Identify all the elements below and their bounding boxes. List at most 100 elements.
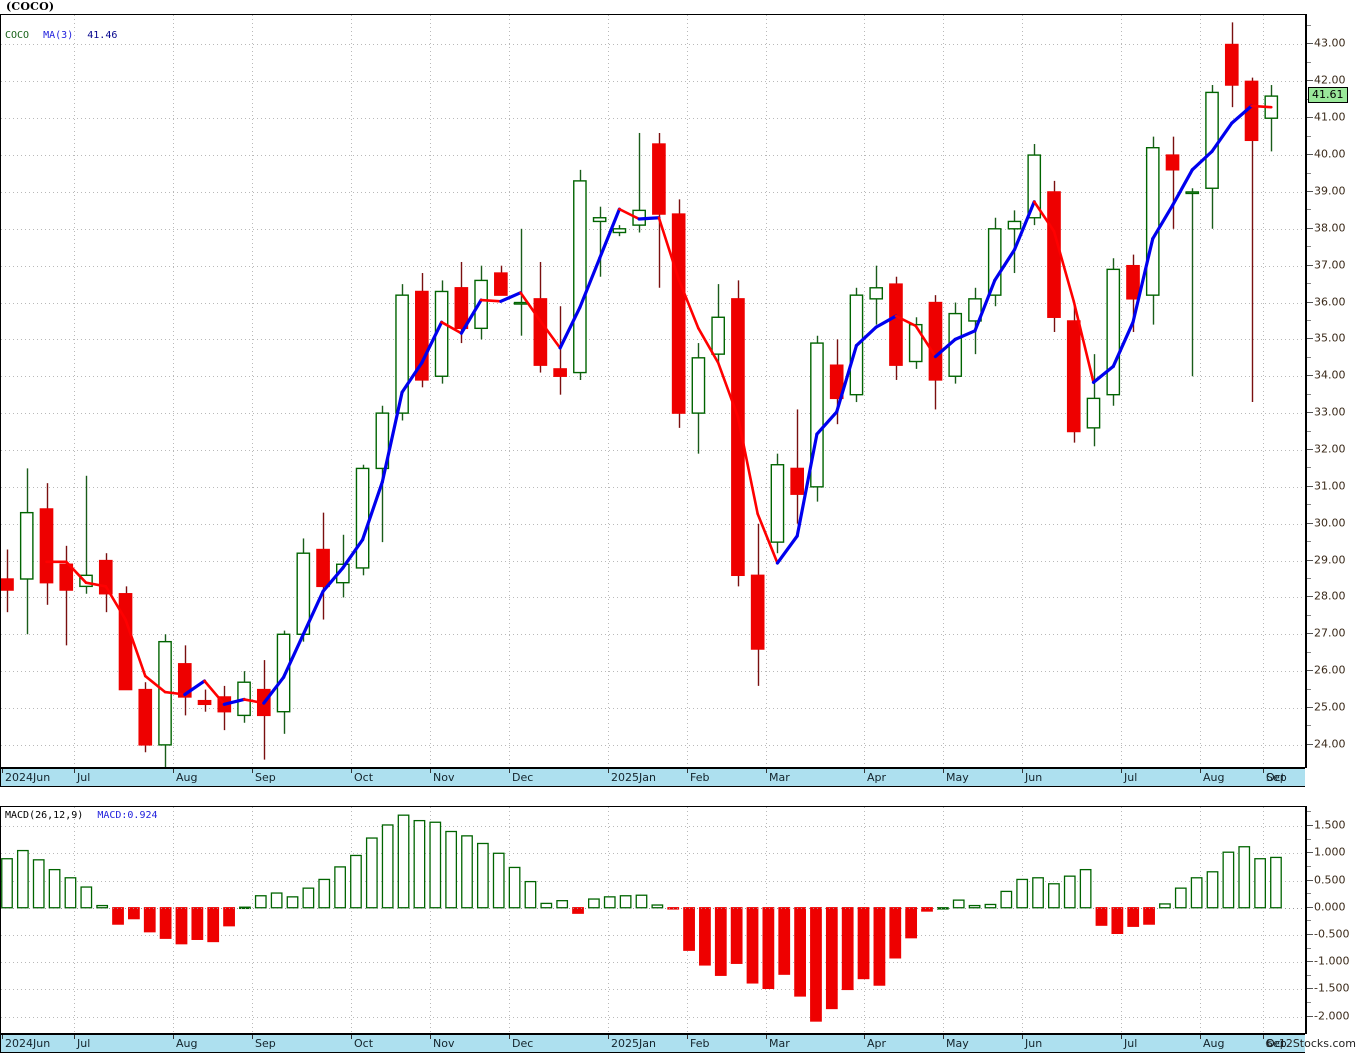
macd-axis-minor-tick xyxy=(1307,893,1311,894)
price-axis-minor-tick xyxy=(1307,504,1311,505)
date-axis-tick xyxy=(509,1035,510,1039)
price-axis-minor-tick xyxy=(1307,615,1311,616)
date-axis-tick xyxy=(687,769,688,773)
date-axis-label: Oct xyxy=(354,771,374,784)
price-axis-tick xyxy=(1307,338,1313,339)
price-axis-tick xyxy=(1307,80,1313,81)
date-axis-tick xyxy=(766,769,767,773)
date-axis-label: Feb xyxy=(690,771,710,784)
date-axis-tick xyxy=(74,1035,75,1039)
price-axis-tick xyxy=(1307,486,1313,487)
price-axis-tick xyxy=(1307,744,1313,745)
price-axis-label: 27.00 xyxy=(1314,626,1346,640)
date-axis-tick xyxy=(943,1035,944,1039)
macd-chart-panel[interactable]: MACD(26,12,9) MACD:0.924 xyxy=(0,806,1305,1034)
macd-legend: MACD(26,12,9) MACD:0.924 xyxy=(5,810,158,821)
macd-legend-value: MACD:0.924 xyxy=(97,810,158,821)
price-axis-tick xyxy=(1307,117,1313,118)
current-price-badge: 41.61 xyxy=(1308,86,1348,103)
price-axis-minor-tick xyxy=(1307,467,1311,468)
price-chart-legend: COCO MA(3) 41.46 xyxy=(5,30,117,41)
price-axis-tick xyxy=(1307,449,1313,450)
legend-ma-label: MA(3) xyxy=(43,30,74,41)
price-chart-panel[interactable]: COCO MA(3) 41.46 xyxy=(0,14,1305,768)
price-axis-label: 36.00 xyxy=(1314,295,1346,309)
price-axis-label: 41.00 xyxy=(1314,110,1346,124)
macd-axis-minor-tick xyxy=(1307,1002,1311,1003)
date-axis-label: Sep xyxy=(255,1037,276,1050)
macd-axis-label: 1.000 xyxy=(1314,845,1346,859)
date-axis-label: Jul xyxy=(1124,771,1138,784)
price-axis-label: 28.00 xyxy=(1314,589,1346,603)
price-axis-tick xyxy=(1307,633,1313,634)
date-axis-label: Jul xyxy=(1124,1037,1138,1050)
price-axis-label: 24.00 xyxy=(1314,737,1346,751)
date-axis-label: Jun xyxy=(1025,771,1043,784)
price-axis-minor-tick xyxy=(1307,320,1311,321)
date-axis-label: Sep xyxy=(1266,1037,1287,1050)
price-axis-minor-tick xyxy=(1307,725,1311,726)
date-axis-label: May xyxy=(946,1037,969,1050)
macd-axis-tick xyxy=(1307,1016,1313,1017)
date-axis-tick xyxy=(252,769,253,773)
macd-axis-minor-tick xyxy=(1307,866,1311,867)
date-axis-tick xyxy=(430,769,431,773)
date-axis-tick xyxy=(864,769,865,773)
date-axis-tick xyxy=(1121,769,1122,773)
date-axis-tick xyxy=(2,1035,3,1039)
price-axis-label: 34.00 xyxy=(1314,368,1346,382)
macd-axis-label: -1.000 xyxy=(1314,954,1350,968)
macd-axis-tick xyxy=(1307,907,1313,908)
macd-axis-tick xyxy=(1307,852,1313,853)
date-axis-tick xyxy=(74,769,75,773)
date-axis-label: Apr xyxy=(867,771,887,784)
date-axis-tick xyxy=(351,769,352,773)
price-axis-minor-tick xyxy=(1307,25,1311,26)
price-axis-minor-tick xyxy=(1307,394,1311,395)
date-axis-label: May xyxy=(946,771,969,784)
copyright-watermark: © 12Stocks.com xyxy=(1264,1037,1356,1050)
date-axis-label: Dec xyxy=(512,771,534,784)
macd-axis-tick xyxy=(1307,934,1313,935)
price-axis-label: 29.00 xyxy=(1314,553,1346,567)
macd-axis-label: 0.000 xyxy=(1314,900,1346,914)
price-axis-minor-tick xyxy=(1307,173,1311,174)
macd-y-axis: 1.500 1.000 0.500 0.000 -0.500 -1.000 -1.500 -2… xyxy=(1305,806,1360,1034)
price-axis-spine xyxy=(1305,14,1307,768)
date-axis-tick xyxy=(687,1035,688,1039)
window-title-bar: (COCO) xyxy=(0,0,1360,15)
price-axis-tick xyxy=(1307,523,1313,524)
price-axis-minor-tick xyxy=(1307,136,1311,137)
date-axis-tick xyxy=(173,1035,174,1039)
date-axis-label: Aug xyxy=(1203,1037,1225,1050)
date-axis-bottom: 2024Jun Jul Aug Sep Oct Nov Dec 2025Jan Feb Mar Ap… xyxy=(0,1034,1305,1053)
date-axis-label: 2025Jan xyxy=(611,771,656,784)
page-title: (COCO) xyxy=(6,0,55,13)
date-axis-label: 2024Jun xyxy=(5,771,51,784)
date-axis-label: 2024Jun xyxy=(5,1037,51,1050)
price-axis-minor-tick xyxy=(1307,283,1311,284)
date-axis-label: Jul xyxy=(77,1037,91,1050)
date-axis-tick xyxy=(1263,1035,1264,1039)
macd-axis-tick xyxy=(1307,825,1313,826)
price-axis-label: 38.00 xyxy=(1314,221,1346,235)
price-axis-label: 26.00 xyxy=(1314,663,1346,677)
date-axis-tick xyxy=(864,1035,865,1039)
date-axis-top: 2024Jun Jul Aug Sep Oct Nov Dec 2025Jan Feb Mar Ap… xyxy=(0,768,1305,787)
price-axis-label: 37.00 xyxy=(1314,258,1346,272)
price-axis-label: 35.00 xyxy=(1314,331,1346,345)
macd-axis-spine xyxy=(1305,806,1307,1034)
macd-chart-canvas xyxy=(1,807,1305,1033)
date-axis-label: Feb xyxy=(690,1037,710,1050)
date-axis-label: Jul xyxy=(77,771,91,784)
price-axis-tick xyxy=(1307,560,1313,561)
price-axis-tick xyxy=(1307,707,1313,708)
price-axis-tick xyxy=(1307,670,1313,671)
macd-axis-minor-tick xyxy=(1307,920,1311,921)
date-axis-tick xyxy=(430,1035,431,1039)
macd-axis-label: -1.500 xyxy=(1314,981,1350,995)
date-axis-label: Nov xyxy=(433,1037,455,1050)
date-axis-tick xyxy=(252,1035,253,1039)
price-axis-label: 32.00 xyxy=(1314,442,1346,456)
macd-axis-label: 1.500 xyxy=(1314,818,1346,832)
